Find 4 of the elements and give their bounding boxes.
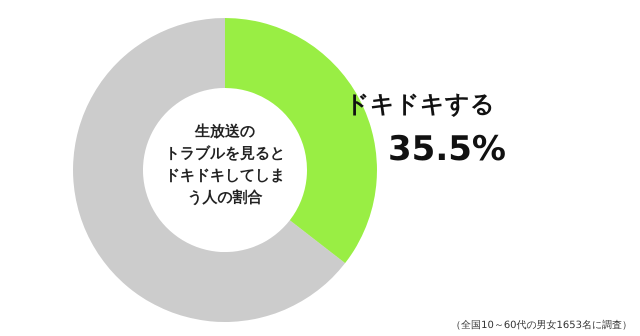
donut-slice (73, 18, 346, 322)
data-label: 35.5% (388, 129, 506, 169)
text: （全国10～60代の男女1653名に調査） (451, 319, 632, 331)
text: 生放送のトラブルを見るとドキドキしてしまう人の割合 (164, 121, 286, 208)
